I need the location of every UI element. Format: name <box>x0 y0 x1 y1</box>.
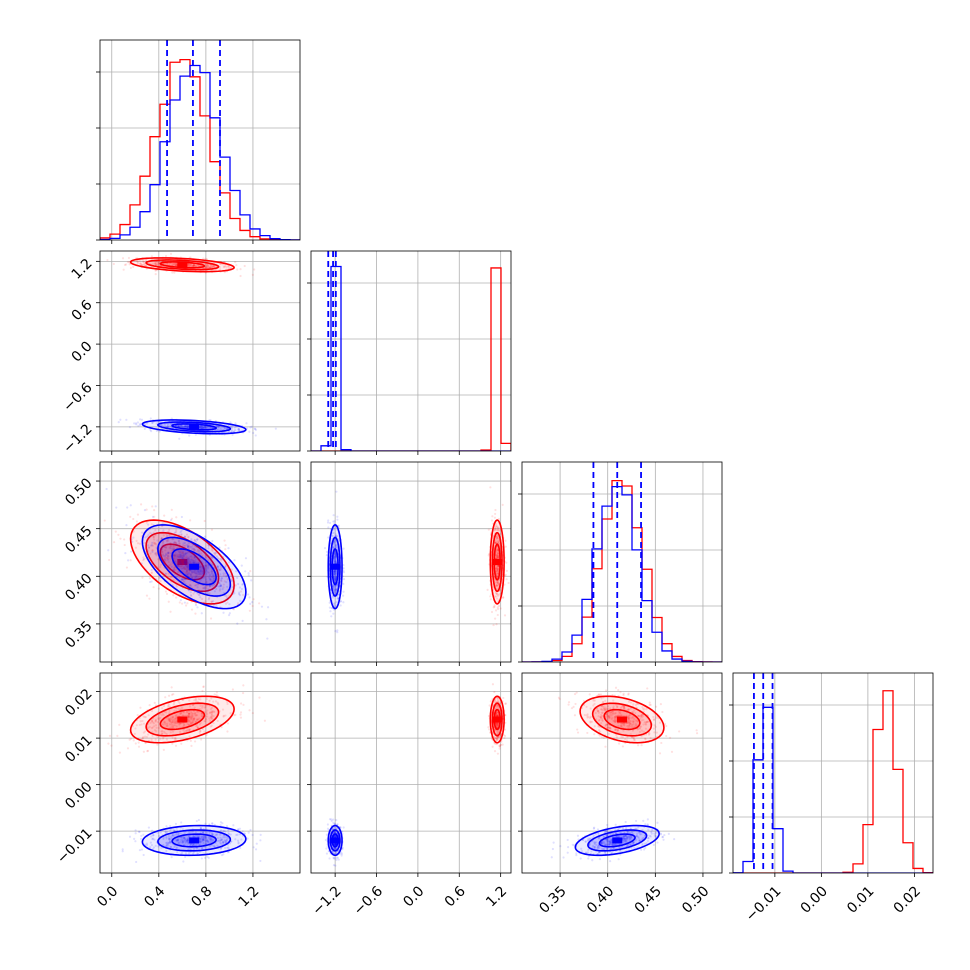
y-tick-label: 0.01 <box>62 732 95 765</box>
panel-background <box>100 40 300 240</box>
x-tick-label: 0.4 <box>141 883 168 910</box>
x-tick-label: 0.0 <box>94 883 121 910</box>
x-tick-label: −1.2 <box>309 883 344 918</box>
density-peak-series-0 <box>617 716 627 723</box>
x-tick-label: −0.01 <box>743 883 785 925</box>
x-tick-label: 0.02 <box>891 883 924 916</box>
y-tick-label: 0.0 <box>69 338 96 365</box>
y-tick-label: 0.00 <box>62 779 95 812</box>
scatter-panel-2-1 <box>307 461 512 666</box>
x-tick-label: 0.40 <box>584 883 617 916</box>
x-tick-label: 1.2 <box>483 883 510 910</box>
y-tick-label: −1.2 <box>60 421 95 456</box>
x-tick-label: 0.50 <box>679 883 712 916</box>
histogram-series-1 <box>522 485 722 662</box>
histogram-panel-3 <box>729 672 934 877</box>
density-peak-series-0 <box>492 716 503 723</box>
panel-background <box>311 251 511 451</box>
scatter-panel-3-1 <box>307 672 512 877</box>
panel-frame <box>99 39 301 241</box>
x-tick-label: 0.35 <box>536 883 569 916</box>
density-peak-series-1 <box>189 563 200 570</box>
scatter-panel-2-0 <box>96 461 301 666</box>
panel-frame <box>310 250 512 452</box>
density-peak-series-0 <box>177 261 188 268</box>
x-tick-label: 1.2 <box>235 883 262 910</box>
panel-frame <box>310 461 512 663</box>
panel-frame <box>99 461 301 663</box>
panel-background <box>311 462 511 662</box>
x-tick-label: 0.01 <box>844 883 877 916</box>
panel-background <box>311 673 511 873</box>
scatter-panel-1-0 <box>96 250 301 455</box>
density-peak-series-1 <box>330 837 341 844</box>
y-tick-label: 0.02 <box>62 686 95 719</box>
x-tick-label: 0.00 <box>798 883 831 916</box>
histogram-panel-2 <box>518 461 723 666</box>
panel-background <box>733 673 933 873</box>
histogram-panel-0 <box>96 39 301 244</box>
x-tick-label: 0.45 <box>632 883 665 916</box>
density-peak-series-1 <box>189 837 200 844</box>
panel-frame <box>99 672 301 874</box>
panel-frame <box>732 672 934 874</box>
y-tick-label: 0.45 <box>62 523 95 556</box>
y-tick-label: 0.50 <box>62 475 95 508</box>
density-peak-series-0 <box>177 716 188 723</box>
scatter-panel-3-2 <box>518 672 723 877</box>
x-tick-label: −0.6 <box>351 883 386 918</box>
scatter-panel-3-0 <box>96 672 301 877</box>
histogram-panel-1 <box>307 250 512 455</box>
panel-frame <box>521 672 723 874</box>
x-tick-label: 0.0 <box>400 883 427 910</box>
x-tick-label: 0.8 <box>188 883 215 910</box>
histogram-series-0 <box>733 690 933 873</box>
histogram-series-1 <box>100 64 300 240</box>
panel-frame <box>310 672 512 874</box>
panel-background <box>100 673 300 873</box>
density-peak-series-0 <box>177 559 188 565</box>
density-peak-series-1 <box>612 837 623 844</box>
y-tick-label: −0.6 <box>60 380 95 415</box>
histogram-series-1 <box>311 265 511 451</box>
density-peak-series-0 <box>492 559 503 565</box>
panel-frame <box>99 250 301 452</box>
y-tick-label: 0.40 <box>62 571 95 604</box>
y-tick-label: 0.6 <box>69 297 96 324</box>
y-tick-label: 0.35 <box>62 618 95 651</box>
x-tick-label: 0.6 <box>442 883 469 910</box>
panel-frame <box>521 461 723 663</box>
y-tick-label: −0.01 <box>54 825 96 867</box>
density-peak-series-1 <box>330 563 341 570</box>
histogram-series-0 <box>311 267 511 451</box>
density-peak-series-1 <box>189 423 200 430</box>
y-tick-label: 1.2 <box>69 256 96 283</box>
panel-background <box>100 251 300 451</box>
